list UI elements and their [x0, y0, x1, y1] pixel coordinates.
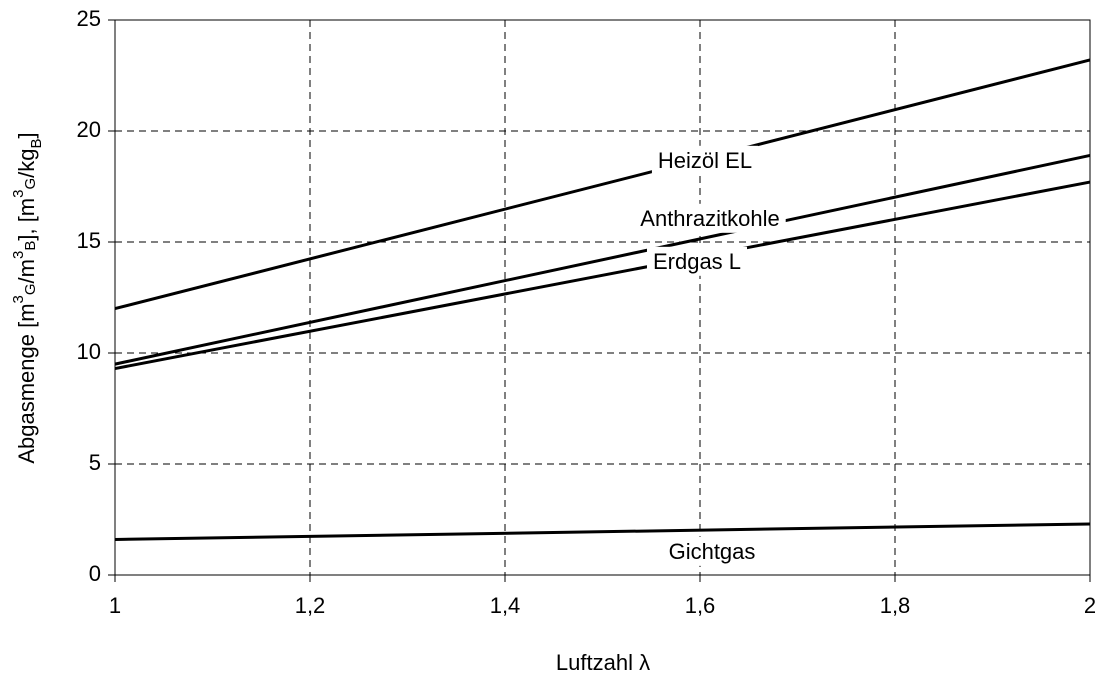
- y-tick-label: 0: [89, 561, 101, 586]
- series-label: Gichtgas: [669, 539, 756, 564]
- y-axis-label-part: G: [22, 178, 39, 190]
- y-axis-label-part: B: [28, 138, 45, 148]
- y-tick-label: 10: [77, 339, 101, 364]
- y-axis-label-part: /m: [14, 259, 39, 283]
- x-axis-label: Luftzahl λ: [556, 650, 650, 675]
- series-line: [114, 153, 1091, 366]
- y-tick-label: 5: [89, 450, 101, 475]
- series-label-bg: [646, 246, 748, 276]
- y-axis-label: Abgasmenge [m3G/m3B], [m3G/kgB]: [10, 132, 45, 463]
- series-line: [114, 180, 1091, 371]
- y-axis-label-part: 3: [10, 190, 27, 198]
- y-axis-label-part: Abgasmenge [m: [14, 303, 39, 463]
- series-label-bg: [662, 536, 762, 566]
- series-line: [114, 522, 1091, 541]
- y-axis-label-part: 3: [10, 295, 27, 303]
- x-tick-label: 1: [109, 593, 121, 618]
- y-axis-label-part: ]: [14, 132, 39, 138]
- y-tick-label: 20: [77, 117, 101, 142]
- series-label-bg: [634, 203, 786, 233]
- y-axis-label-part: 3: [10, 251, 27, 259]
- y-axis-label-part: ], [m: [14, 198, 39, 241]
- x-tick-label: 1,8: [880, 593, 911, 618]
- y-axis-label-part: /kg: [14, 148, 39, 177]
- y-axis-label-part: G: [22, 283, 39, 295]
- x-tick-label: 1,4: [490, 593, 521, 618]
- plot-frame: [114, 19, 1091, 576]
- x-tick-label: 2: [1084, 593, 1096, 618]
- y-tick-label: 15: [77, 228, 101, 253]
- series-label-bg: [651, 145, 759, 175]
- x-tick-label: 1,2: [295, 593, 326, 618]
- series-label: Anthrazitkohle: [640, 206, 779, 231]
- series-label: Heizöl EL: [658, 148, 752, 173]
- series-label: Erdgas L: [653, 249, 741, 274]
- y-tick-label: 25: [77, 6, 101, 31]
- series-line: [114, 58, 1091, 311]
- y-axis-label-part: B: [22, 241, 39, 251]
- x-tick-label: 1,6: [685, 593, 716, 618]
